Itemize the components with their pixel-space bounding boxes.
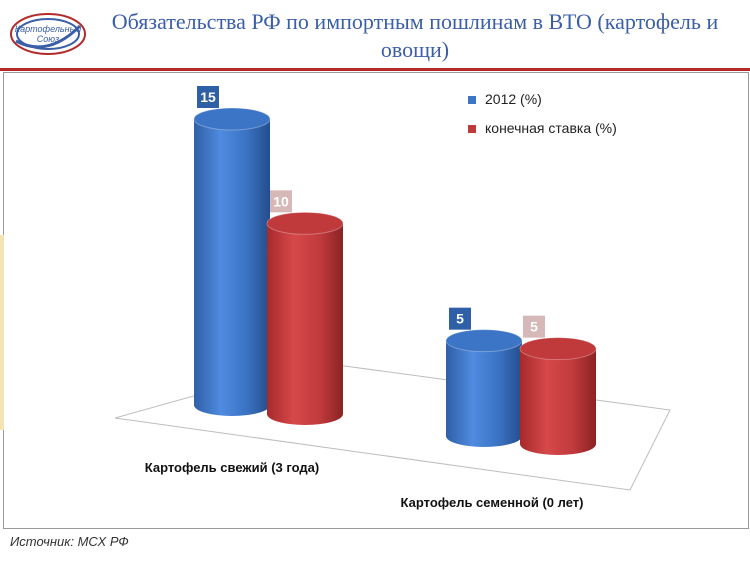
category-label-1: Картофель свежий (3 года) [145, 460, 319, 475]
data-label-box [449, 307, 471, 330]
chart: 15 10 5 5 2012 (%) конечная ставка (%) Карто… [114, 86, 671, 510]
legend-label-2: конечная ставка (%) [485, 120, 617, 136]
bar-top-1-series-2 [266, 211, 344, 235]
legend-label-1: 2012 (%) [485, 91, 542, 107]
header-divider [0, 68, 750, 71]
page-title: Обязательства РФ по импортным пошлинам в… [111, 9, 719, 62]
data-label: 5 [530, 319, 538, 335]
logo-text-2: Союз [37, 34, 59, 44]
data-label: 5 [456, 311, 464, 327]
bar-2-series-1 [446, 340, 522, 447]
bar-top-2-series-1 [445, 329, 523, 353]
source-note: Источник: МСХ РФ [10, 534, 129, 549]
logo-text: Картофельный [15, 24, 81, 34]
header: Картофельный Союз Обязательства РФ по им… [0, 0, 750, 71]
legend-swatch-1 [468, 96, 476, 104]
logo-icon: Картофельный Союз [10, 13, 86, 55]
data-label-box [270, 190, 292, 213]
data-label: 15 [200, 89, 216, 105]
data-label-box [197, 86, 219, 108]
bar-top-1-series-1 [193, 107, 271, 131]
category-label-2: Картофель семенной (0 лет) [401, 495, 584, 510]
legend-swatch-2 [468, 125, 476, 133]
data-label-box [523, 315, 545, 338]
side-accent [0, 235, 4, 430]
bar-top-2-series-2 [519, 337, 597, 361]
data-label: 10 [273, 193, 289, 209]
bar-1-series-1 [194, 119, 270, 416]
bar-2-series-2 [520, 348, 596, 455]
bar-1-series-2 [267, 223, 343, 425]
